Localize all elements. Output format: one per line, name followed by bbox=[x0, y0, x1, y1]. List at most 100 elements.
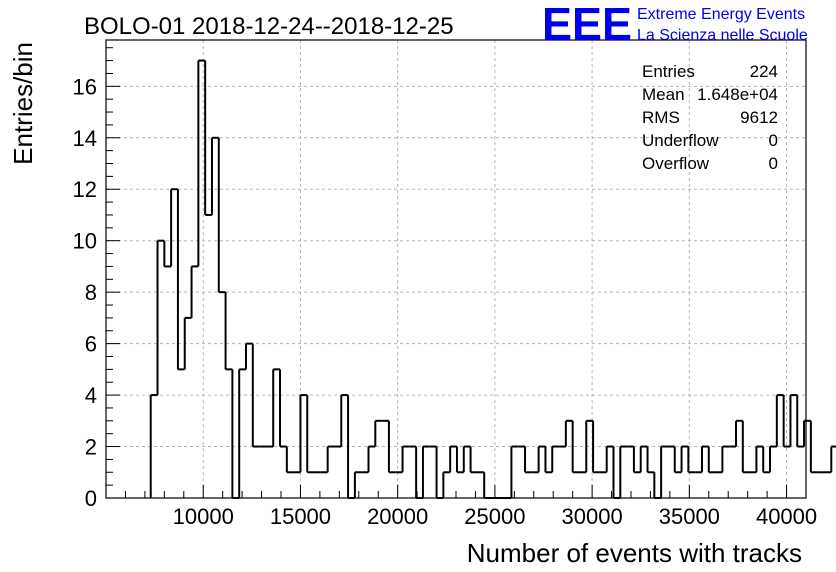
histogram-bar bbox=[353, 471, 362, 498]
histogram-bar bbox=[544, 446, 553, 474]
histogram-bar bbox=[449, 445, 457, 473]
histogram-bar bbox=[653, 472, 662, 499]
histogram-bar bbox=[401, 445, 410, 473]
histogram-bar bbox=[619, 445, 628, 498]
histogram-bar bbox=[170, 188, 178, 267]
histogram-bar bbox=[469, 446, 478, 474]
y-tick-label: 0 bbox=[85, 486, 97, 511]
histogram-bar bbox=[238, 368, 246, 498]
histogram-bar bbox=[612, 446, 621, 499]
logo-line-1: Extreme Energy Events bbox=[637, 6, 805, 23]
plot-frame bbox=[105, 39, 807, 499]
stats-overflow-label: Overflow bbox=[642, 154, 710, 173]
histogram-bar bbox=[646, 446, 655, 474]
histogram-bar bbox=[285, 446, 294, 474]
histogram-bar bbox=[796, 395, 805, 448]
histogram-bar bbox=[387, 420, 396, 474]
histogram-bar bbox=[673, 446, 682, 474]
histogram-bar bbox=[251, 343, 260, 448]
histogram-bar bbox=[680, 445, 689, 473]
histogram-bar bbox=[149, 394, 158, 498]
logo-line-2: La Scienza nelle Scuole bbox=[637, 27, 808, 44]
histogram-bar bbox=[830, 445, 836, 473]
y-tick-label: 4 bbox=[85, 383, 97, 408]
histogram-bar bbox=[769, 445, 777, 473]
x-tick-label: 10000 bbox=[173, 504, 234, 529]
x-tick-label: 30000 bbox=[562, 504, 623, 529]
histogram-bar bbox=[571, 420, 580, 474]
histogram-bar bbox=[340, 394, 349, 447]
histogram-bar bbox=[421, 445, 430, 498]
histogram-bar bbox=[782, 395, 791, 448]
stats-mean-label: Mean bbox=[642, 85, 685, 104]
histogram-bars bbox=[149, 59, 836, 499]
y-tick-label: 10 bbox=[73, 229, 97, 254]
histogram-bar bbox=[374, 419, 383, 447]
histogram-bar bbox=[462, 445, 471, 473]
y-tick-label: 12 bbox=[73, 177, 97, 202]
histogram-bar bbox=[755, 445, 764, 473]
histogram-bar bbox=[809, 420, 818, 474]
histogram-bar bbox=[217, 137, 226, 294]
histogram-bar bbox=[197, 59, 206, 267]
logo-mark: EEE bbox=[542, 0, 632, 50]
histogram-bar bbox=[639, 445, 648, 473]
axis-ticks bbox=[105, 47, 807, 499]
y-tick-label: 8 bbox=[85, 280, 97, 305]
histogram-bar bbox=[605, 445, 614, 473]
x-tick-label: 15000 bbox=[270, 504, 331, 529]
histogram-bar bbox=[592, 420, 600, 474]
tick-labels: 10000 15000 20000 25000 30000 35000 40000 0 2 4 6 8… bbox=[73, 74, 818, 529]
histogram-bar bbox=[707, 446, 716, 474]
stats-box: Entries 224 Mean 1.648e+04 RMS 9612 Unde… bbox=[642, 62, 778, 173]
histogram-bar bbox=[564, 419, 573, 447]
histogram-bar bbox=[537, 445, 546, 473]
histogram-bar bbox=[163, 240, 172, 268]
y-tick-label: 16 bbox=[73, 74, 97, 99]
stats-overflow-value: 0 bbox=[769, 154, 778, 173]
x-tick-label: 20000 bbox=[367, 504, 428, 529]
histogram-bar bbox=[632, 446, 641, 474]
histogram-bar bbox=[687, 446, 696, 474]
histogram-bar bbox=[789, 394, 798, 447]
chart-title: BOLO-01 2018-12-24--2018-12-25 bbox=[84, 13, 454, 40]
y-axis-label: Entries/bin bbox=[8, 42, 38, 165]
histogram-bar bbox=[231, 369, 240, 499]
histogram-bar bbox=[272, 368, 281, 447]
histogram-bar bbox=[204, 60, 212, 216]
histogram-bar bbox=[156, 239, 165, 396]
stats-underflow-label: Underflow bbox=[642, 131, 719, 150]
histogram-bar bbox=[435, 446, 444, 499]
grid-lines bbox=[106, 40, 806, 498]
y-tick-label: 6 bbox=[85, 332, 97, 357]
histogram-bar bbox=[183, 316, 192, 370]
stats-entries-label: Entries bbox=[642, 62, 695, 81]
histogram-bar bbox=[245, 342, 253, 370]
y-tick-label: 14 bbox=[73, 126, 97, 151]
histogram-bar bbox=[210, 136, 219, 215]
stats-rms-value: 9612 bbox=[740, 108, 778, 127]
histogram-bar bbox=[299, 394, 308, 473]
histogram-bar bbox=[224, 292, 233, 371]
histogram-bar bbox=[483, 472, 491, 499]
histogram-bar bbox=[551, 445, 560, 473]
histogram-bar bbox=[367, 445, 376, 473]
histogram-bar bbox=[803, 419, 811, 447]
histogram-bar bbox=[455, 446, 464, 474]
stats-rms-label: RMS bbox=[642, 108, 680, 127]
histogram-bar bbox=[700, 445, 709, 473]
x-tick-label: 35000 bbox=[659, 504, 720, 529]
histogram-bar bbox=[721, 445, 730, 473]
y-tick-label: 2 bbox=[85, 435, 97, 460]
histogram-bar bbox=[190, 265, 199, 318]
stats-entries-value: 224 bbox=[750, 62, 778, 81]
histogram-bar bbox=[735, 419, 743, 447]
x-axis-label: Number of events with tracks bbox=[467, 538, 802, 568]
histogram-bar bbox=[741, 420, 750, 474]
histogram-bar bbox=[510, 445, 519, 498]
stats-underflow-value: 0 bbox=[769, 131, 778, 150]
histogram-bar bbox=[660, 445, 668, 498]
histogram-bar bbox=[279, 369, 287, 448]
histogram-bar bbox=[762, 446, 771, 474]
